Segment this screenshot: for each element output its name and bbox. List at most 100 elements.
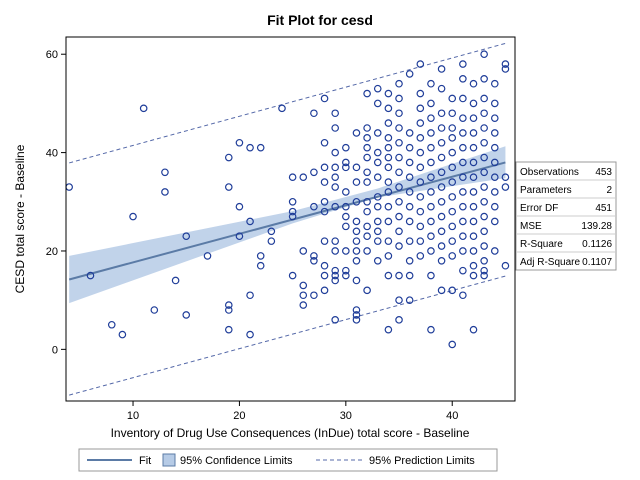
data-point — [469, 261, 478, 270]
data-point — [405, 217, 414, 226]
data-point — [469, 188, 478, 196]
data-point — [320, 286, 329, 295]
chart-title: Fit Plot for cesd — [267, 12, 373, 28]
data-point — [501, 173, 510, 181]
data-point — [448, 134, 457, 142]
data-point — [469, 114, 478, 122]
legend-confidence-label: 95% Confidence Limits — [180, 455, 293, 467]
y-axis-label: CESD total score - Baseline — [13, 144, 27, 293]
data-point — [342, 212, 350, 221]
data-point — [501, 60, 510, 68]
data-point — [448, 340, 457, 349]
data-point — [395, 271, 403, 280]
data-point — [352, 311, 361, 319]
data-point — [384, 202, 393, 211]
data-point — [416, 207, 425, 216]
data-point — [299, 301, 308, 309]
data-point — [224, 306, 233, 314]
data-point — [331, 247, 339, 255]
data-point — [480, 242, 488, 250]
data-point — [459, 247, 467, 255]
stats-value: 0.1126 — [582, 239, 612, 250]
lower-prediction-limit — [69, 275, 506, 396]
data-point — [448, 207, 457, 216]
data-point — [373, 129, 382, 137]
data-point — [427, 143, 435, 152]
data-point — [320, 237, 329, 245]
data-point — [299, 173, 308, 181]
data-point — [437, 124, 446, 132]
data-point — [161, 168, 169, 177]
data-point — [246, 330, 254, 339]
data-point — [278, 104, 286, 113]
data-point — [310, 252, 318, 260]
data-point — [373, 217, 382, 226]
data-point — [405, 158, 414, 167]
data-point — [331, 163, 339, 172]
data-point — [395, 168, 403, 177]
data-point — [405, 257, 414, 265]
data-point — [459, 291, 467, 300]
stats-value: 0.1107 — [582, 257, 612, 268]
data-point — [235, 138, 244, 147]
data-point — [437, 109, 446, 118]
data-point — [373, 193, 382, 201]
data-point — [288, 207, 297, 216]
data-point — [352, 237, 361, 245]
data-point — [320, 271, 329, 280]
upper-prediction-limit — [69, 42, 506, 164]
data-point — [395, 197, 403, 206]
data-point — [395, 296, 403, 304]
data-point — [267, 237, 276, 245]
data-point — [437, 227, 446, 236]
data-point — [459, 232, 467, 241]
data-point — [459, 202, 467, 211]
data-point — [299, 281, 308, 290]
data-point — [469, 271, 478, 280]
data-point — [469, 247, 478, 255]
data-point — [469, 232, 478, 241]
data-point — [352, 316, 361, 324]
data-point — [224, 301, 233, 309]
data-point — [342, 271, 350, 280]
data-point — [65, 183, 73, 191]
data-point — [437, 257, 446, 265]
data-point — [405, 296, 414, 304]
data-point — [395, 242, 403, 250]
data-point — [437, 84, 446, 93]
data-point — [395, 212, 403, 221]
data-point — [352, 163, 361, 172]
data-point — [469, 143, 478, 152]
data-point — [427, 325, 435, 334]
data-point — [384, 89, 393, 98]
data-point — [352, 197, 361, 206]
data-point — [246, 143, 254, 152]
data-point — [437, 242, 446, 250]
data-point — [448, 193, 457, 201]
data-point — [373, 237, 382, 245]
fit-line — [68, 161, 506, 281]
data-point — [384, 134, 393, 142]
data-point — [427, 247, 435, 255]
data-point — [373, 84, 382, 93]
data-point — [203, 252, 212, 260]
data-point — [427, 129, 435, 137]
data-point — [480, 94, 488, 103]
data-point — [448, 286, 457, 295]
data-point — [352, 257, 361, 265]
data-point — [384, 163, 393, 172]
data-point — [405, 143, 414, 152]
data-point — [469, 79, 478, 88]
data-point — [267, 227, 276, 236]
y-tick-label: 0 — [52, 344, 58, 356]
data-point — [490, 143, 499, 152]
data-point — [384, 143, 393, 152]
data-point — [288, 173, 297, 181]
data-point — [459, 60, 467, 68]
plot-area — [65, 42, 510, 396]
data-point — [480, 266, 488, 275]
data-point — [288, 197, 297, 206]
y-tick-label: 20 — [46, 246, 58, 258]
data-point — [480, 183, 488, 191]
data-point — [480, 271, 488, 280]
